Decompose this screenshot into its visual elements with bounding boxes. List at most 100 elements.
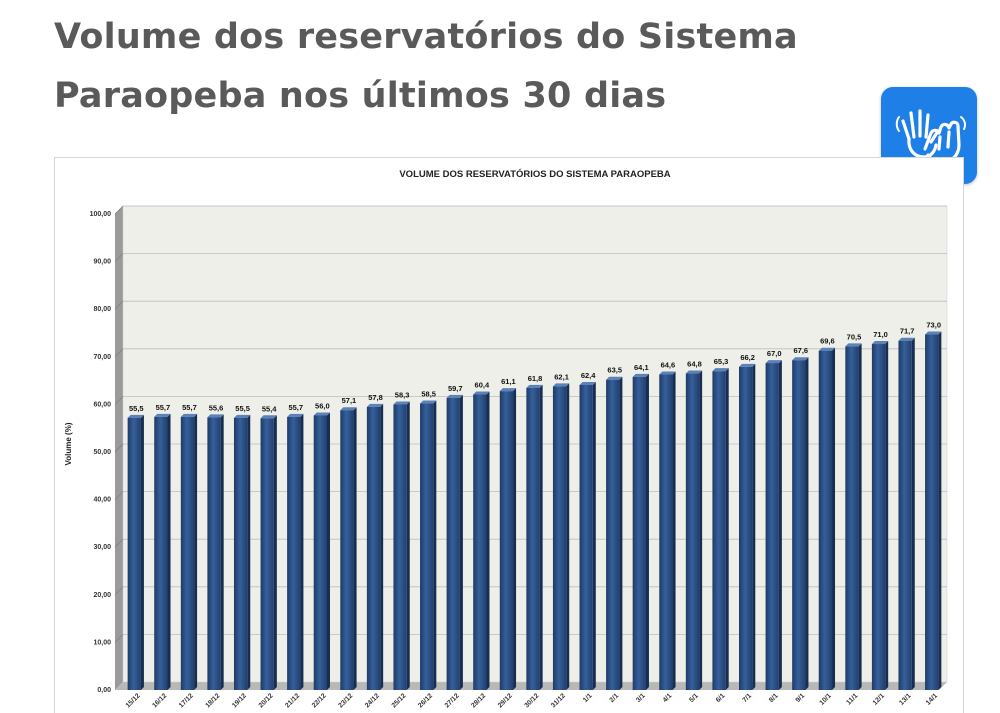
bar-top — [366, 403, 384, 407]
bar-side — [433, 400, 437, 690]
bar-top — [712, 368, 729, 372]
data-label: 60,4 — [475, 380, 490, 389]
data-label: 66,2 — [740, 353, 755, 362]
bar — [632, 376, 646, 690]
bar — [499, 391, 514, 690]
bar-top — [659, 371, 676, 375]
bar — [127, 417, 141, 690]
y-tick-label: 90,00 — [93, 259, 111, 266]
data-label: 67,0 — [767, 349, 782, 358]
bar-side — [273, 415, 277, 690]
bar-side — [167, 413, 171, 690]
bar-side — [220, 414, 224, 690]
data-label: 63,5 — [607, 366, 622, 375]
x-tick-label: 9/1 — [795, 692, 807, 704]
bar-side — [327, 412, 330, 690]
data-label: 55,7 — [182, 403, 197, 412]
bar-side — [459, 394, 463, 690]
bar — [233, 417, 248, 690]
x-tick-label: 17/12 — [178, 692, 195, 709]
bar-top — [925, 331, 942, 335]
data-label: 55,4 — [262, 404, 277, 413]
bar — [739, 366, 753, 690]
bar-top — [685, 370, 703, 374]
bar — [340, 410, 354, 690]
bar — [287, 416, 301, 690]
bar-side — [911, 337, 915, 690]
bar-top — [871, 341, 889, 345]
data-label: 59,7 — [448, 384, 463, 393]
bar-top — [393, 401, 410, 405]
gridline-side — [114, 300, 124, 310]
bar-side — [725, 368, 729, 690]
x-tick-label: 6/1 — [715, 692, 727, 704]
bar — [606, 379, 620, 690]
bar-top — [792, 357, 809, 361]
gridline-side — [114, 348, 124, 358]
bar-side — [513, 388, 517, 690]
bar-side — [805, 357, 809, 690]
bar-top — [473, 391, 490, 395]
bar-top — [287, 413, 304, 417]
bar — [659, 374, 673, 690]
x-tick-label: 5/1 — [688, 692, 700, 704]
x-tick-label: 2/1 — [609, 692, 621, 704]
x-tick-label: 18/12 — [204, 692, 221, 709]
data-label: 65,3 — [714, 357, 729, 366]
gridline-side — [114, 443, 124, 453]
bar — [260, 418, 274, 690]
gridline-side — [114, 396, 124, 405]
bar-top — [632, 373, 649, 377]
gridline-side — [114, 634, 124, 643]
bar-top — [898, 337, 915, 341]
x-tick-label: 1/1 — [582, 692, 594, 704]
data-label: 70,5 — [847, 332, 862, 341]
bar-top — [446, 394, 463, 398]
bar — [420, 403, 434, 690]
data-label: 55,5 — [235, 404, 250, 413]
x-tick-label: 3/1 — [635, 692, 647, 704]
bar-top — [606, 376, 623, 380]
bar — [712, 371, 726, 690]
data-label: 61,1 — [501, 377, 516, 386]
gridline-side — [114, 253, 124, 262]
y-tick-label: 30,00 — [93, 544, 111, 551]
bar-top — [499, 388, 517, 392]
bar — [180, 416, 195, 690]
y-tick-label: 60,00 — [93, 401, 111, 408]
x-tick-label: 4/1 — [662, 692, 674, 704]
data-label: 73,0 — [926, 321, 941, 330]
bar-top — [154, 413, 171, 417]
bar-side — [885, 341, 889, 690]
y-tick-label: 50,00 — [93, 449, 111, 456]
data-label: 55,7 — [288, 403, 303, 412]
bar-top — [127, 414, 144, 418]
bar-top — [526, 384, 543, 388]
bar-side — [194, 413, 198, 690]
data-label: 57,1 — [342, 396, 357, 405]
data-label: 55,7 — [156, 403, 171, 412]
bar-side — [645, 373, 649, 690]
gridline-side — [114, 538, 124, 548]
bar-side — [619, 376, 623, 690]
x-tick-label: 22/12 — [311, 692, 328, 709]
x-tick-label: 30/12 — [523, 692, 540, 709]
data-label: 55,5 — [129, 404, 144, 413]
x-tick-label: 25/12 — [391, 692, 408, 709]
bar-side — [566, 383, 570, 690]
bar — [898, 340, 912, 690]
bar — [685, 373, 700, 690]
bar-top — [818, 347, 836, 351]
bar-top — [845, 343, 862, 347]
bar-top — [739, 363, 756, 367]
data-label: 61,8 — [528, 374, 543, 383]
bar — [313, 415, 327, 690]
bar — [393, 404, 407, 690]
bar-top — [765, 360, 782, 364]
y-tick-label: 70,00 — [93, 354, 111, 361]
bar-top — [420, 400, 437, 404]
data-label: 71,7 — [900, 327, 915, 336]
x-tick-label: 19/12 — [231, 692, 248, 709]
bar-side — [752, 363, 756, 690]
data-label: 69,6 — [820, 337, 835, 346]
